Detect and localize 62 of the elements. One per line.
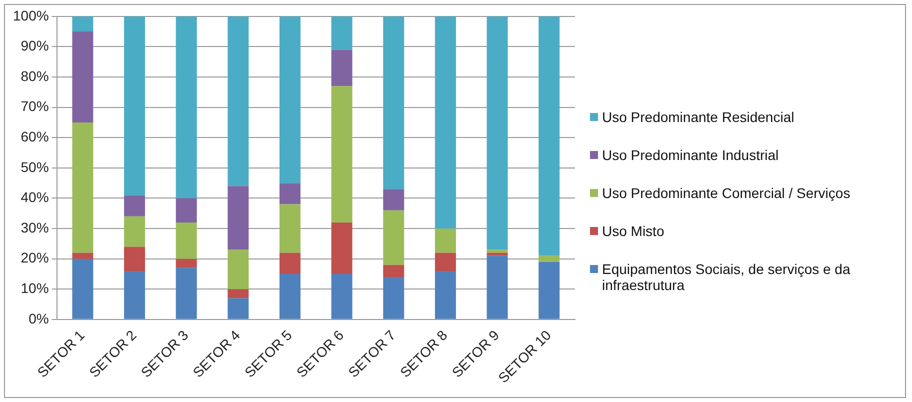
bar [434,252,456,271]
y-tick-label: 80% [20,68,49,84]
bar [434,16,456,229]
bar [486,16,508,250]
bar [538,256,560,262]
bar [124,195,146,216]
legend-label: Uso Predominante Residencial [602,109,794,125]
bar [383,264,404,278]
bar [176,222,197,259]
bar [486,250,508,253]
bar [434,270,456,319]
bar [72,252,94,259]
bar [176,268,197,319]
bar [383,189,404,210]
bar [331,86,352,222]
y-tick-label: 20% [20,250,49,266]
bar [228,298,249,319]
bar [331,16,352,50]
bar [228,289,249,298]
bar [538,262,560,319]
bar [486,252,508,256]
bar [434,228,456,253]
bar [124,16,146,196]
bar [331,274,352,319]
bar [331,50,352,86]
bar [124,270,146,319]
bar [228,250,249,290]
y-tick-label: 50% [20,158,49,175]
bar [486,256,508,319]
bar [72,16,94,32]
y-tick-label: 90% [20,38,49,54]
bar [228,186,249,250]
y-tick-label: 70% [20,98,49,114]
legend-label: Uso Predominante Comercial / Serviços [602,185,850,201]
bar [176,198,197,222]
bar [228,16,249,186]
bar [280,16,300,184]
bar [124,246,146,271]
y-tick-label: 30% [20,219,49,236]
y-tick-label: 40% [20,189,49,206]
bar [331,222,352,274]
bar [383,210,404,265]
y-tick-label: 100% [12,7,49,24]
legend-label: Equipamentos Sociais, de serviços e da infraestrutura [602,261,852,293]
bar [72,258,94,319]
y-tick-label: 10% [20,280,49,296]
bar [124,216,146,247]
bar [538,16,560,256]
y-tick-label: 0% [28,310,49,326]
bar [176,258,197,268]
bar [383,16,404,190]
bar [176,16,197,198]
legend-label: Uso Misto [602,223,664,239]
bar [383,277,404,319]
y-tick-label: 60% [20,128,49,144]
legend-label: Uso Predominante Industrial [602,147,779,163]
bar [280,252,300,274]
bar [72,122,94,253]
bar [280,274,300,319]
bar [72,32,94,122]
bar [280,183,300,204]
bar [280,204,300,253]
